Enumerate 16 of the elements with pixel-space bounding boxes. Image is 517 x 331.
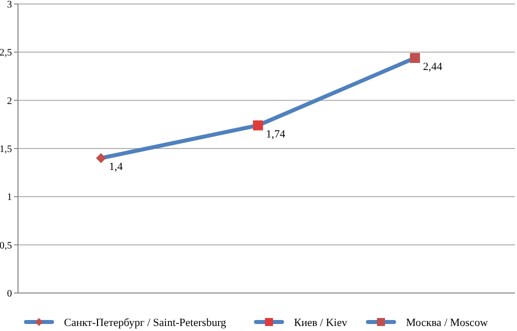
point xyxy=(96,153,106,164)
y-tick-label: 1,5 xyxy=(0,144,12,155)
y-tick-label: 1 xyxy=(7,192,12,204)
legend-label: Киев / Kiev xyxy=(294,317,348,329)
y-tick-label: 0 xyxy=(7,288,12,300)
legend-label: Москва / Moscow xyxy=(406,317,488,329)
data-label: 2,44 xyxy=(423,60,443,73)
y-tick-label: 0,5 xyxy=(0,240,12,252)
y-tick-label: 2 xyxy=(7,96,12,107)
y-tick-label: 3 xyxy=(7,0,12,10)
data-label: 1,74 xyxy=(266,128,286,140)
data-label: 1,4 xyxy=(109,161,124,174)
point xyxy=(253,120,263,130)
legend-label: Санкт-Петербург / Saint-Petersburg xyxy=(64,317,227,329)
point xyxy=(410,52,420,63)
y-tick-label: 2,5 xyxy=(0,48,12,59)
